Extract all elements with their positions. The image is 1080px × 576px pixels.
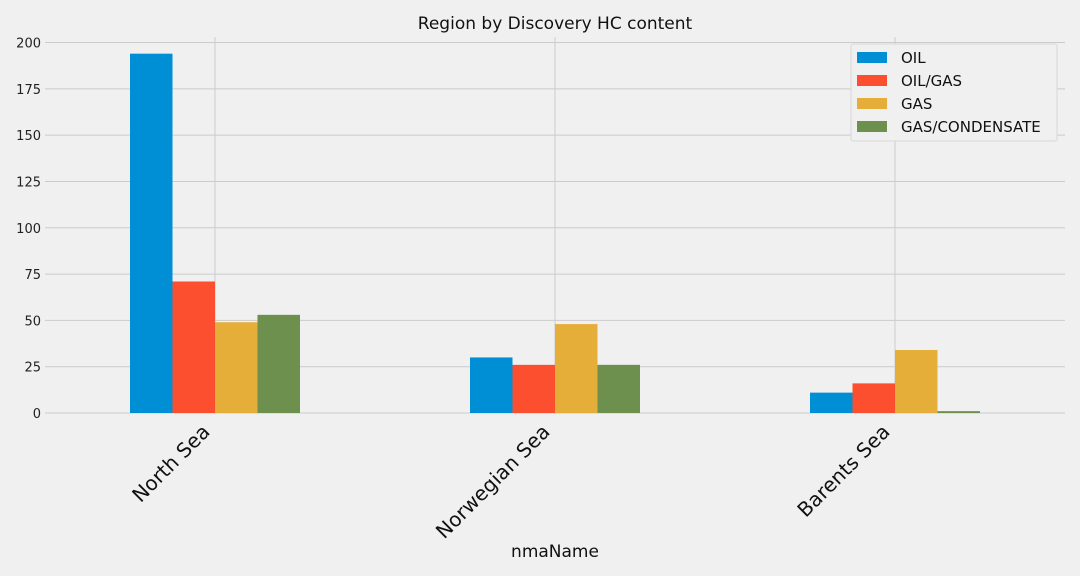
legend: OIL OIL/GAS GAS GAS/CONDENSATE — [850, 43, 1058, 142]
y-tick-label: 150 — [16, 129, 41, 144]
y-axis-ticks: 0 25 50 75 100 125 150 175 200 — [16, 37, 41, 422]
y-tick-label: 175 — [16, 83, 41, 98]
legend-swatch — [857, 75, 887, 86]
chart-title: Region by Discovery HC content — [418, 14, 693, 34]
bar — [810, 392, 853, 413]
legend-label: GAS/CONDENSATE — [901, 118, 1041, 136]
y-tick-label: 25 — [24, 361, 41, 376]
legend-swatch — [857, 52, 887, 63]
bar — [172, 281, 215, 413]
bar — [130, 53, 173, 413]
bar — [512, 364, 555, 413]
legend-label: OIL — [901, 49, 926, 67]
bar — [597, 364, 640, 413]
y-tick-label: 50 — [24, 314, 41, 329]
bar — [555, 324, 598, 413]
bar — [215, 322, 258, 413]
legend-label: OIL/GAS — [901, 72, 962, 90]
bar — [895, 350, 938, 413]
legend-swatch — [857, 98, 887, 109]
y-tick-label: 75 — [24, 268, 41, 283]
y-tick-label: 125 — [16, 175, 41, 190]
x-axis-label: nmaName — [511, 542, 599, 562]
y-tick-label: 0 — [33, 407, 41, 422]
bar — [257, 314, 300, 413]
bar — [852, 383, 895, 413]
y-tick-label: 100 — [16, 222, 41, 237]
legend-label: GAS — [901, 95, 932, 113]
y-tick-label: 200 — [16, 37, 41, 52]
bar — [937, 411, 980, 413]
legend-swatch — [857, 121, 887, 132]
bar — [470, 357, 513, 413]
legend-box — [850, 43, 1058, 142]
bars-group — [130, 53, 980, 413]
